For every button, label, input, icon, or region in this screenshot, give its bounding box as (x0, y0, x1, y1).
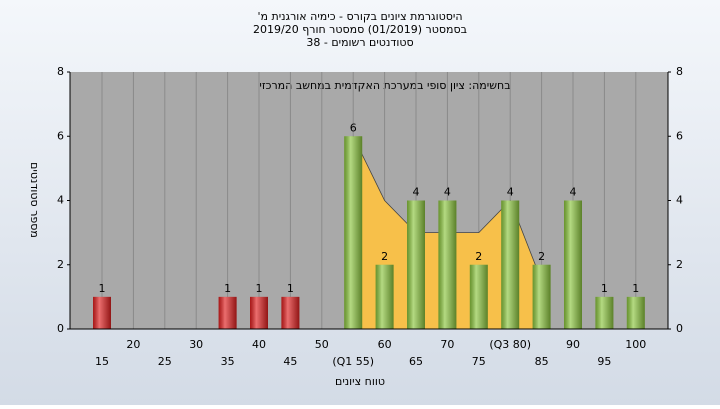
bar-shade (281, 296, 300, 329)
x-tick-label: 45 (283, 355, 297, 368)
bar-shade (532, 264, 551, 329)
y2-tick-label: 0 (676, 322, 683, 335)
y2-tick-label: 6 (676, 129, 683, 142)
y2-tick-label: 4 (676, 194, 683, 207)
x-tick-label: 65 (409, 355, 423, 368)
bar-shade (344, 136, 363, 329)
data-label: 6 (350, 121, 357, 134)
data-label: 2 (538, 250, 545, 263)
data-label: 1 (256, 282, 263, 295)
x-tick-label: 100 (625, 338, 646, 351)
data-label: 1 (99, 282, 106, 295)
bar-shade (438, 200, 457, 329)
chart-subtitle: בסמסטר (01/2019) סמסטר חורף 2019/20 (253, 23, 467, 36)
data-label: 4 (570, 186, 577, 199)
data-label: 1 (601, 282, 608, 295)
y-tick-label: 8 (57, 65, 64, 78)
bar-shade (250, 296, 268, 329)
x-tick-label: (Q1 55) (332, 355, 374, 368)
x-tick-label: 25 (158, 355, 172, 368)
bar-shade (595, 296, 614, 329)
x-tick-label: 90 (566, 338, 580, 351)
bar-shade (375, 264, 394, 329)
data-label: 1 (632, 282, 639, 295)
data-label: 4 (507, 186, 514, 199)
data-label: 4 (413, 186, 420, 199)
x-tick-label: 50 (315, 338, 329, 351)
x-axis-label: טווח ציונים (335, 375, 385, 388)
bar-shade (564, 200, 582, 329)
data-label: 4 (444, 186, 451, 199)
x-tick-label: 95 (597, 355, 611, 368)
x-tick-label: 75 (472, 355, 486, 368)
x-tick-label: 20 (126, 338, 140, 351)
bar-shade (626, 296, 645, 329)
y-tick-label: 4 (57, 194, 64, 207)
x-tick-label: 15 (95, 355, 109, 368)
bar-shade (93, 296, 111, 329)
x-tick-label: 35 (221, 355, 235, 368)
data-label: 1 (224, 282, 231, 295)
bar-shade (469, 264, 488, 329)
y2-tick-label: 2 (676, 258, 683, 271)
chart-subtitle: סטודנטים רשומים - 38 (306, 36, 413, 49)
y-axis-label: מספר סטודנטים (28, 162, 41, 238)
data-label: 2 (381, 250, 388, 263)
x-tick-label: 40 (252, 338, 266, 351)
data-label: 1 (287, 282, 294, 295)
bar-shade (218, 296, 237, 329)
data-label: 2 (475, 250, 482, 263)
y-tick-label: 2 (57, 258, 64, 271)
x-tick-label: (Q3 80) (489, 338, 531, 351)
y2-tick-label: 8 (676, 65, 683, 78)
x-tick-label: 60 (378, 338, 392, 351)
x-tick-label: 85 (535, 355, 549, 368)
y-tick-label: 6 (57, 129, 64, 142)
x-tick-label: 30 (189, 338, 203, 351)
x-tick-label: 70 (440, 338, 454, 351)
chart-title: היסטוגרמת ציונים בקורס - כימיה אורגנית מ… (257, 10, 462, 23)
y-tick-label: 0 (57, 322, 64, 335)
bar-shade (501, 200, 520, 329)
bar-shade (407, 200, 425, 329)
